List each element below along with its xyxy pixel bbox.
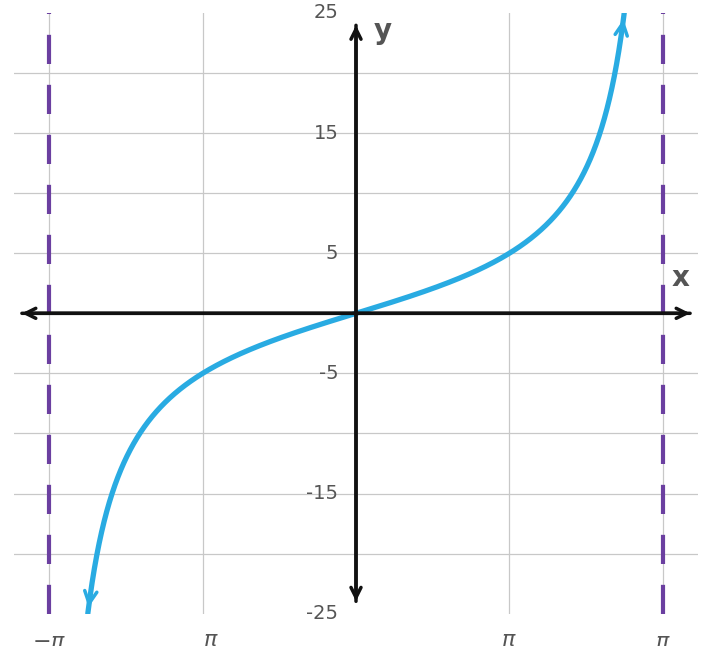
Text: y: y xyxy=(374,17,392,45)
Text: 15: 15 xyxy=(313,123,338,143)
Text: -5: -5 xyxy=(319,364,338,383)
Text: x: x xyxy=(672,264,690,292)
Text: -15: -15 xyxy=(306,484,338,503)
Text: $\dfrac{\pi}{2}$: $\dfrac{\pi}{2}$ xyxy=(501,632,518,646)
Text: $-\dfrac{\pi}{2}$: $-\dfrac{\pi}{2}$ xyxy=(185,632,220,646)
Text: 5: 5 xyxy=(326,244,338,263)
Text: $-\pi$: $-\pi$ xyxy=(32,632,66,646)
Text: $\pi$: $\pi$ xyxy=(655,632,671,646)
Text: -25: -25 xyxy=(306,604,338,623)
Text: 25: 25 xyxy=(313,3,338,23)
